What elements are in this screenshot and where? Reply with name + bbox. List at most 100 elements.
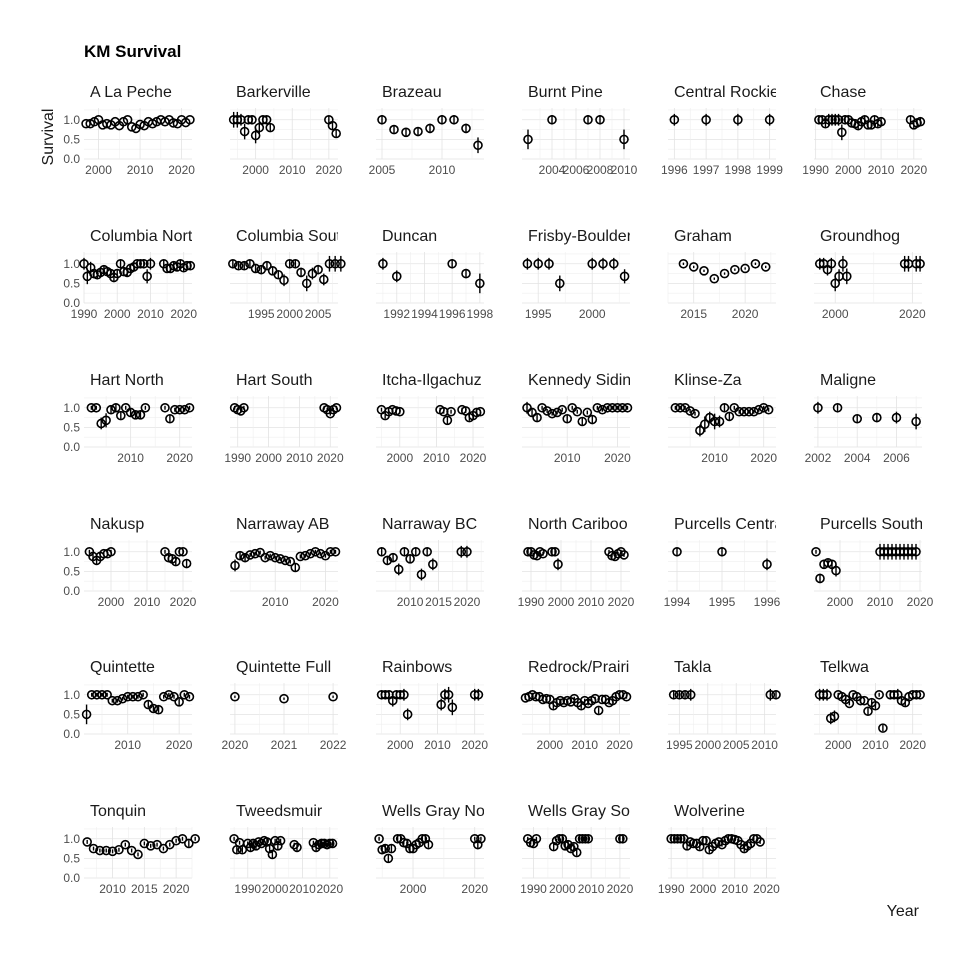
panel-title: Central Rockies	[674, 84, 787, 101]
data-point	[285, 556, 296, 567]
x-tick-label: 2020	[750, 451, 777, 465]
data-point	[528, 838, 539, 849]
panel-title: Wells Gray North	[382, 803, 504, 820]
x-tick-label: 2000	[835, 163, 862, 177]
x-tick-label: 1990	[802, 163, 829, 177]
data-point	[177, 833, 188, 844]
x-tick-label: 2010	[99, 882, 126, 896]
data-point	[336, 258, 346, 269]
data-point	[668, 689, 679, 700]
x-tick-label: 1990	[224, 451, 251, 465]
data-point	[290, 258, 301, 269]
y-tick-label: 0.5	[63, 420, 80, 434]
data-point	[730, 264, 740, 275]
data-point	[672, 546, 682, 557]
data-point	[771, 689, 781, 700]
x-tick-label: 2005	[305, 307, 332, 321]
data-point	[669, 114, 680, 125]
data-point	[572, 406, 583, 417]
x-tick-label: 1992	[383, 307, 410, 321]
x-tick-label: 2010	[862, 738, 889, 752]
data-point	[550, 546, 560, 557]
x-tick-label: 2021	[271, 738, 298, 752]
data-point	[590, 693, 600, 704]
data-point	[533, 258, 544, 269]
data-point	[230, 560, 240, 571]
data-point	[391, 271, 402, 282]
x-tick-label: 2004	[539, 163, 566, 177]
data-point	[92, 689, 102, 700]
data-point	[97, 689, 107, 700]
data-point	[237, 844, 248, 855]
data-point	[279, 275, 289, 286]
panel-title: Redrock/Prairie	[528, 659, 638, 676]
data-point	[544, 258, 554, 269]
x-tick-label: 2010	[751, 738, 778, 752]
data-point	[523, 134, 533, 145]
x-tick-label: 2020	[753, 882, 780, 896]
x-tick-label: 2015	[131, 882, 158, 896]
panel-rainbows: Rainbows 2000 2010 2020	[376, 659, 488, 752]
x-tick-label: 2020	[166, 451, 193, 465]
data-point	[670, 402, 681, 413]
x-tick-label: 2020	[312, 595, 339, 609]
x-tick-label: 2010	[279, 163, 306, 177]
data-point	[331, 128, 341, 139]
data-point	[107, 846, 118, 857]
data-point	[112, 695, 123, 706]
x-tick-label: 2000	[242, 163, 269, 177]
data-point	[597, 404, 608, 415]
data-point	[273, 841, 283, 851]
data-point	[170, 404, 180, 415]
data-point	[255, 547, 265, 558]
data-point	[247, 114, 257, 125]
data-point	[81, 709, 92, 720]
data-point	[310, 546, 321, 557]
panel-purcells-south: Purcells South 2000 2010 2020	[811, 516, 934, 609]
panel-takla: Takla 1995 2000 2005 2010	[666, 659, 781, 752]
data-point	[239, 126, 250, 137]
x-tick-label: 2010	[137, 307, 164, 321]
data-point	[709, 273, 720, 284]
data-point	[184, 691, 195, 702]
data-point	[701, 835, 711, 846]
panel-frisby-boulder: Frisby-Boulder 1995 2000	[522, 228, 630, 321]
panel-wells-gray-north: Wells Gray North 2000 2020	[374, 803, 504, 896]
data-point	[300, 550, 311, 561]
data-point	[184, 838, 194, 849]
data-point	[289, 839, 300, 850]
data-point	[674, 689, 685, 700]
data-point	[174, 697, 184, 707]
data-point	[171, 556, 181, 567]
data-point	[313, 264, 323, 275]
x-tick-label: 2010	[721, 882, 748, 896]
data-point	[185, 260, 196, 271]
data-point	[130, 410, 141, 420]
data-point	[749, 406, 759, 417]
data-point	[240, 552, 250, 563]
data-point	[260, 552, 270, 563]
x-tick-label: 2010	[424, 738, 451, 752]
panel-graham: Graham 2015 2020	[667, 228, 776, 321]
data-point	[754, 404, 764, 415]
data-point	[621, 691, 632, 702]
y-tick-label: 0.0	[63, 871, 80, 885]
data-point	[139, 258, 149, 269]
x-tick-label: 2000	[537, 738, 564, 752]
data-point	[265, 550, 275, 561]
data-point	[554, 278, 565, 289]
x-tick-label: 2015	[425, 595, 452, 609]
data-point	[135, 410, 146, 420]
data-point	[872, 412, 882, 423]
y-tick-label: 0.5	[63, 851, 80, 865]
data-point	[386, 843, 397, 854]
data-point	[126, 122, 137, 132]
x-tick-label: 2000	[548, 595, 575, 609]
data-point	[116, 410, 126, 421]
panel-telkwa: Telkwa 2000 2010 2020	[814, 659, 926, 752]
y-tick-label: 1.0	[63, 113, 80, 127]
data-point	[813, 402, 823, 413]
data-point	[179, 689, 190, 700]
